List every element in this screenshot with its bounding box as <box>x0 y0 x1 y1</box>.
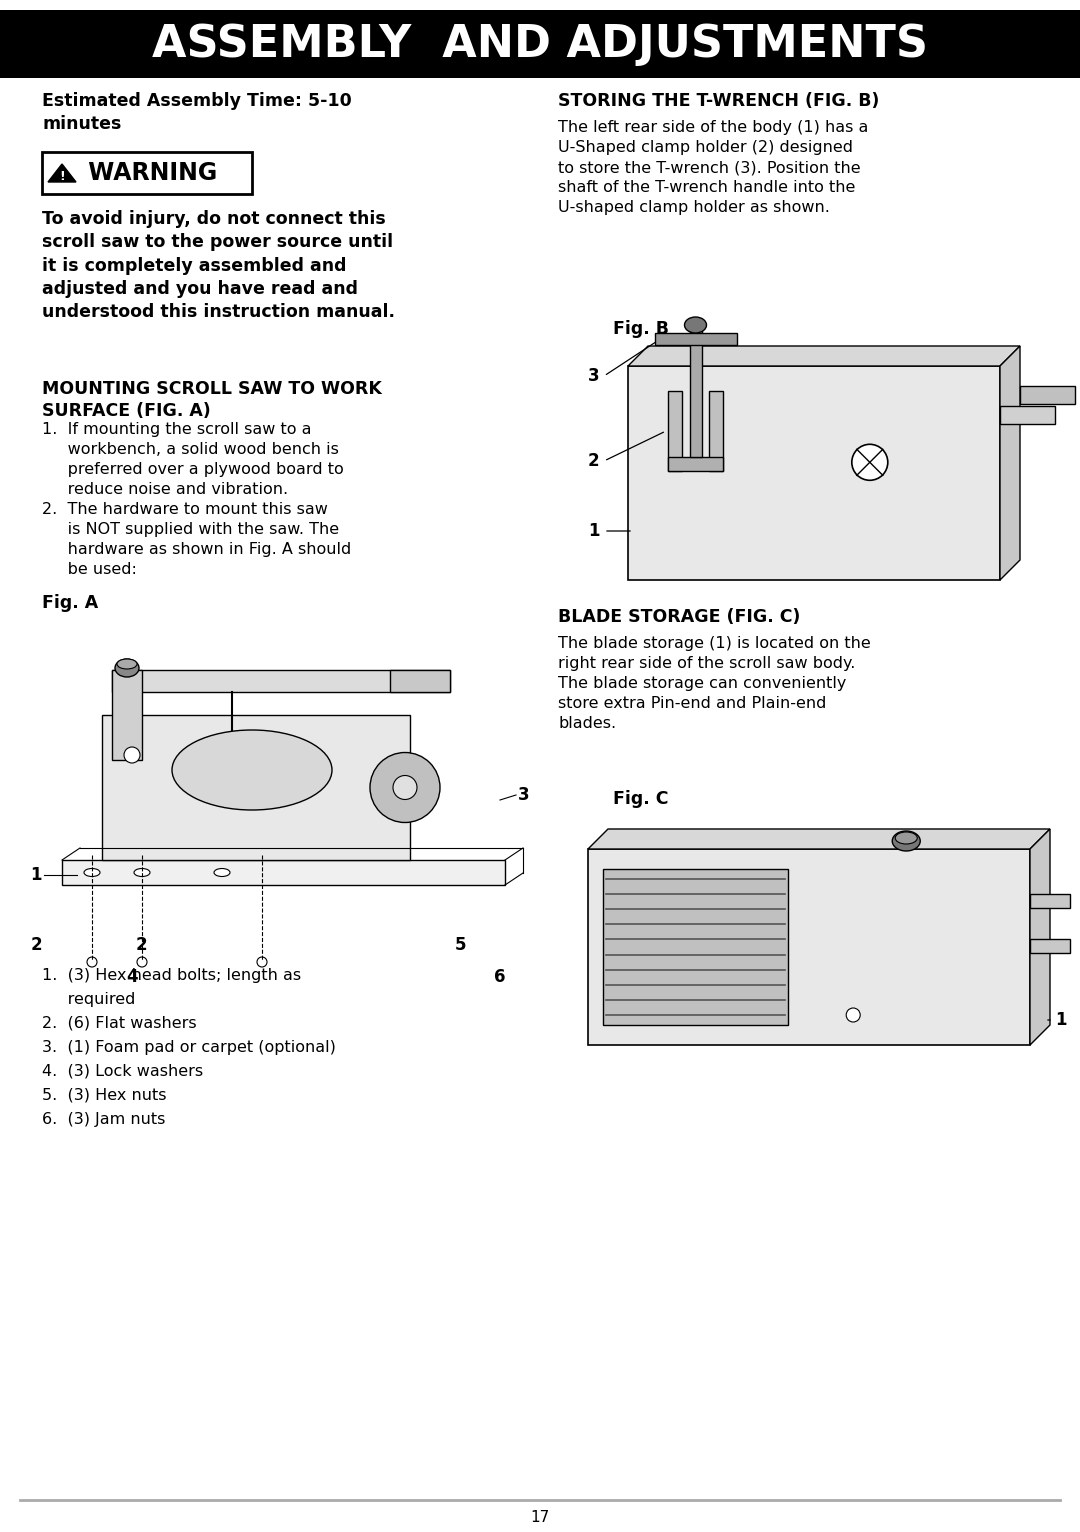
Circle shape <box>257 958 267 967</box>
Text: ASSEMBLY  AND ADJUSTMENTS: ASSEMBLY AND ADJUSTMENTS <box>152 23 928 66</box>
Ellipse shape <box>172 731 332 810</box>
Text: BLADE STORAGE (FIG. C): BLADE STORAGE (FIG. C) <box>558 608 800 627</box>
Text: The blade storage (1) is located on the
right rear side of the scroll saw body.
: The blade storage (1) is located on the … <box>558 636 870 731</box>
Bar <box>588 849 1030 1045</box>
Bar <box>1030 939 1070 953</box>
Ellipse shape <box>892 830 920 850</box>
Circle shape <box>847 1008 860 1022</box>
Text: 4: 4 <box>126 968 138 987</box>
Polygon shape <box>48 164 76 182</box>
Ellipse shape <box>114 659 139 677</box>
Polygon shape <box>627 346 1020 366</box>
Text: Fig. C: Fig. C <box>613 791 669 807</box>
Bar <box>627 366 1000 581</box>
Text: 2: 2 <box>135 936 147 954</box>
Bar <box>1020 386 1075 404</box>
Ellipse shape <box>84 869 100 876</box>
Circle shape <box>87 958 97 967</box>
Text: WARNING: WARNING <box>80 161 217 185</box>
Circle shape <box>852 444 888 481</box>
Bar <box>62 859 505 885</box>
Bar <box>0 11 1080 78</box>
Bar <box>102 715 410 859</box>
Bar <box>708 391 723 470</box>
Circle shape <box>137 958 147 967</box>
Text: 5: 5 <box>455 936 465 954</box>
Circle shape <box>124 748 140 763</box>
Bar <box>112 669 141 760</box>
Circle shape <box>393 775 417 800</box>
Circle shape <box>370 752 440 823</box>
Text: 3.  (1) Foam pad or carpet (optional): 3. (1) Foam pad or carpet (optional) <box>42 1040 336 1056</box>
Text: MOUNTING SCROLL SAW TO WORK
SURFACE (FIG. A): MOUNTING SCROLL SAW TO WORK SURFACE (FIG… <box>42 380 382 420</box>
Ellipse shape <box>134 869 150 876</box>
Text: 2.  (6) Flat washers: 2. (6) Flat washers <box>42 1016 197 1031</box>
Text: 1: 1 <box>30 866 42 884</box>
Polygon shape <box>1000 346 1020 581</box>
Text: 1: 1 <box>588 522 599 539</box>
Bar <box>654 332 737 345</box>
Text: The left rear side of the body (1) has a
U-Shaped clamp holder (2) designed
to s: The left rear side of the body (1) has a… <box>558 119 868 214</box>
Ellipse shape <box>685 317 706 332</box>
Text: 3: 3 <box>518 786 529 804</box>
Text: 2: 2 <box>588 452 599 470</box>
Ellipse shape <box>214 869 230 876</box>
Text: 17: 17 <box>530 1511 550 1526</box>
Text: !: ! <box>59 170 65 182</box>
Text: 5.  (3) Hex nuts: 5. (3) Hex nuts <box>42 1088 166 1103</box>
Bar <box>669 391 681 470</box>
Text: 1: 1 <box>1055 1011 1067 1030</box>
Text: 2: 2 <box>30 936 42 954</box>
Bar <box>1030 895 1070 908</box>
Text: 4.  (3) Lock washers: 4. (3) Lock washers <box>42 1065 203 1079</box>
Ellipse shape <box>895 832 917 844</box>
Bar <box>42 152 252 195</box>
Polygon shape <box>588 829 1050 849</box>
Bar <box>1000 406 1055 424</box>
Text: required: required <box>42 993 135 1007</box>
Text: 1.  If mounting the scroll saw to a
     workbench, a solid wood bench is
     p: 1. If mounting the scroll saw to a workb… <box>42 421 351 578</box>
Text: STORING THE T-WRENCH (FIG. B): STORING THE T-WRENCH (FIG. B) <box>558 92 879 110</box>
Bar <box>390 669 450 692</box>
Text: To avoid injury, do not connect this
scroll saw to the power source until
it is : To avoid injury, do not connect this scr… <box>42 210 395 322</box>
Text: 1.  (3) Hex head bolts; length as: 1. (3) Hex head bolts; length as <box>42 968 301 984</box>
Bar <box>669 457 723 470</box>
Bar <box>112 669 450 692</box>
Text: 3: 3 <box>588 368 599 385</box>
Polygon shape <box>1030 829 1050 1045</box>
Text: 6: 6 <box>495 968 505 987</box>
Text: Fig. A: Fig. A <box>42 594 98 611</box>
Text: 6.  (3) Jam nuts: 6. (3) Jam nuts <box>42 1112 165 1128</box>
Text: Estimated Assembly Time: 5-10
minutes: Estimated Assembly Time: 5-10 minutes <box>42 92 352 133</box>
Ellipse shape <box>117 659 137 669</box>
Bar <box>603 869 788 1025</box>
Text: Fig. B: Fig. B <box>613 320 669 339</box>
Bar <box>689 322 702 457</box>
